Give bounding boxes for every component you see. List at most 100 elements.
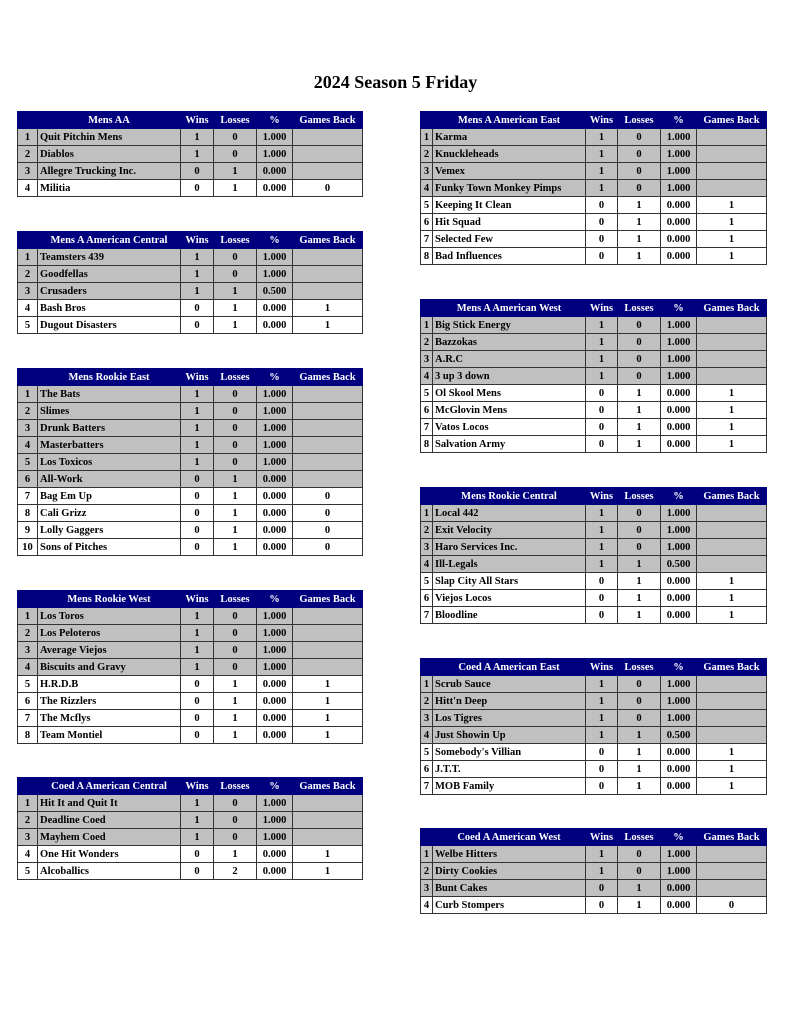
wins-cell: 1	[180, 128, 214, 146]
pct-header: %	[660, 111, 697, 129]
division-name: Coed A American Central	[37, 777, 181, 795]
table-row: 4 Funky Town Monkey Pimps 1 0 1.000	[420, 179, 767, 197]
games-back-cell	[292, 402, 363, 420]
games-back-cell	[696, 128, 767, 146]
games-back-header: Games Back	[696, 299, 767, 317]
games-back-cell	[292, 470, 363, 488]
losses-header: Losses	[617, 658, 661, 676]
rank-cell: 4	[420, 896, 433, 914]
team-cell: Bazzokas	[432, 333, 586, 351]
table-row: 1 Hit It and Quit It 1 0 1.000	[17, 794, 363, 812]
games-back-header: Games Back	[292, 231, 363, 249]
table-row: 2 Knuckleheads 1 0 1.000	[420, 145, 767, 163]
table-header-row: Mens A American Central Wins Losses% Games …	[17, 231, 363, 249]
pct-cell: 0.000	[256, 316, 293, 334]
rank-cell: 7	[420, 418, 433, 436]
losses-cell: 0	[213, 265, 257, 283]
team-cell: Scrub Sauce	[432, 675, 586, 693]
team-cell: Diablos	[37, 145, 181, 163]
losses-cell: 1	[617, 606, 661, 624]
rank-cell: 3	[420, 709, 433, 727]
table-row: 7 The Mcflys 0 1 0.000 1	[17, 709, 363, 727]
team-cell: Ill-Legals	[432, 555, 586, 573]
team-cell: H.R.D.B	[37, 675, 181, 693]
team-cell: Allegre Trucking Inc.	[37, 162, 181, 180]
games-back-cell: 1	[696, 589, 767, 607]
games-back-cell	[292, 641, 363, 659]
wins-cell: 1	[180, 436, 214, 454]
pct-cell: 0.000	[660, 196, 697, 214]
rank-cell: 3	[17, 419, 38, 437]
rank-cell: 6	[17, 692, 38, 710]
pct-cell: 0.000	[256, 845, 293, 863]
losses-cell: 0	[617, 333, 661, 351]
pct-cell: 0.500	[256, 282, 293, 300]
table-row: 1 The Bats 1 0 1.000	[17, 385, 363, 403]
pct-cell: 1.000	[660, 179, 697, 197]
rank-cell: 5	[17, 453, 38, 471]
losses-cell: 1	[213, 487, 257, 505]
games-back-cell	[696, 521, 767, 539]
rank-header	[420, 299, 433, 317]
table-row: 3 Vemex 1 0 1.000	[420, 162, 767, 180]
team-cell: Bad Influences	[432, 247, 586, 265]
pct-cell: 1.000	[256, 624, 293, 642]
team-cell: Local 442	[432, 504, 586, 522]
games-back-cell	[292, 419, 363, 437]
wins-cell: 0	[585, 196, 618, 214]
wins-cell: 1	[585, 504, 618, 522]
pct-header: %	[660, 299, 697, 317]
table-row: 3 Los Tigres 1 0 1.000	[420, 709, 767, 727]
team-cell: The Mcflys	[37, 709, 181, 727]
rank-cell: 1	[17, 248, 38, 266]
losses-cell: 0	[213, 436, 257, 454]
rank-cell: 2	[420, 145, 433, 163]
rank-cell: 6	[17, 470, 38, 488]
rank-header	[17, 777, 38, 795]
standings-table: Mens Rookie East Wins Losses% Games Back 1 Th…	[17, 368, 363, 556]
wins-header: Wins	[585, 299, 618, 317]
losses-cell: 1	[617, 726, 661, 744]
team-cell: Hitt'n Deep	[432, 692, 586, 710]
games-back-cell	[696, 316, 767, 334]
pct-cell: 1.000	[256, 265, 293, 283]
games-back-cell	[292, 794, 363, 812]
table-row: 4 Militia 0 1 0.000 0	[17, 179, 363, 197]
rank-cell: 2	[420, 333, 433, 351]
games-back-cell	[696, 333, 767, 351]
team-cell: Haro Services Inc.	[432, 538, 586, 556]
games-back-cell: 1	[696, 196, 767, 214]
wins-cell: 1	[585, 350, 618, 368]
wins-cell: 0	[585, 401, 618, 419]
games-back-cell: 0	[292, 487, 363, 505]
rank-cell: 1	[420, 675, 433, 693]
table-row: 6 McGlovin Mens 0 1 0.000 1	[420, 401, 767, 419]
wins-cell: 0	[180, 504, 214, 522]
wins-cell: 0	[585, 384, 618, 402]
wins-header: Wins	[180, 231, 214, 249]
wins-header: Wins	[180, 777, 214, 795]
losses-cell: 1	[617, 589, 661, 607]
wins-header: Wins	[180, 368, 214, 386]
table-row: 2 Los Peloteros 1 0 1.000	[17, 624, 363, 642]
wins-cell: 0	[585, 896, 618, 914]
games-back-cell: 1	[292, 862, 363, 880]
team-cell: The Bats	[37, 385, 181, 403]
wins-cell: 1	[180, 624, 214, 642]
team-cell: Cali Grizz	[37, 504, 181, 522]
games-back-cell	[696, 862, 767, 880]
pct-cell: 1.000	[256, 436, 293, 454]
pct-cell: 0.000	[660, 777, 697, 795]
pct-cell: 1.000	[660, 316, 697, 334]
rank-cell: 4	[17, 436, 38, 454]
pct-cell: 1.000	[660, 145, 697, 163]
team-cell: One Hit Wonders	[37, 845, 181, 863]
games-back-cell: 1	[292, 299, 363, 317]
team-cell: Teamsters 439	[37, 248, 181, 266]
wins-cell: 1	[585, 367, 618, 385]
losses-cell: 0	[213, 128, 257, 146]
rank-cell: 1	[420, 316, 433, 334]
rank-cell: 2	[17, 265, 38, 283]
division-name: Coed A American East	[432, 658, 586, 676]
pct-cell: 1.000	[256, 145, 293, 163]
